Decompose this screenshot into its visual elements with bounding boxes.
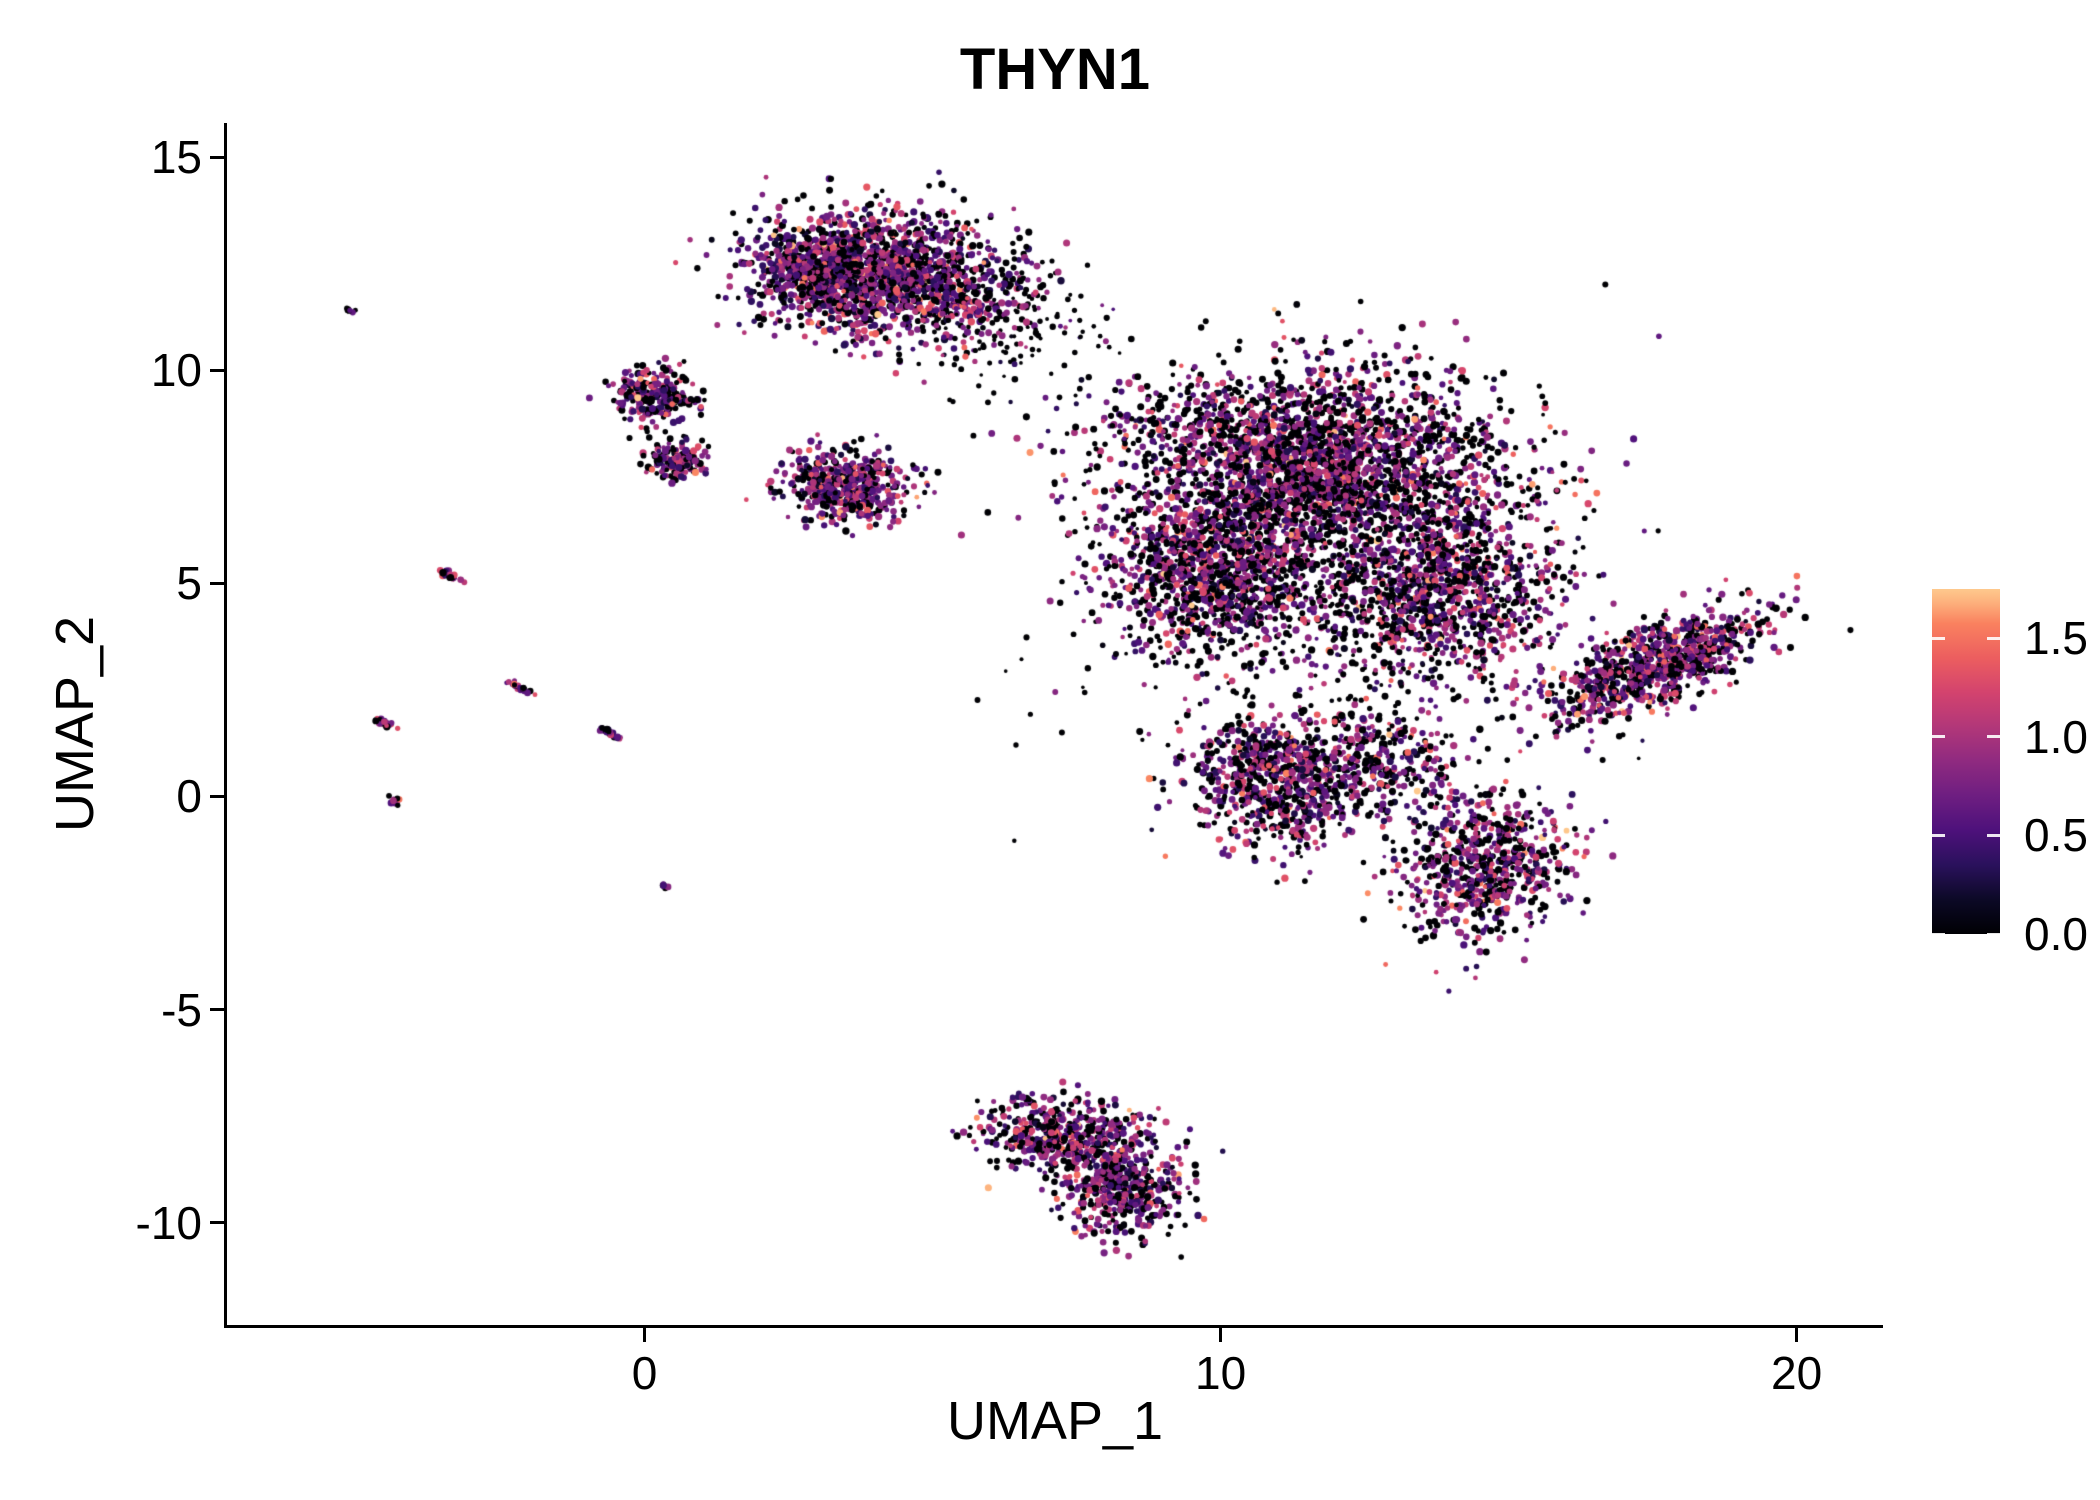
y-tick-label: -5 [161,983,202,1036]
plot-panel [227,123,1883,1325]
legend-bar-tick [1932,833,1945,837]
y-tick-mark [210,1221,224,1225]
legend-bar-tick [1932,735,1945,739]
legend-colorbar [1932,589,2000,934]
y-tick-mark [210,581,224,585]
y-tick-label: 0 [176,770,202,823]
y-tick-mark [210,368,224,372]
y-tick-mark [210,155,224,159]
x-tick-label: 10 [1195,1347,1247,1399]
y-tick-mark [210,794,224,798]
x-tick-mark [1795,1328,1799,1342]
x-axis-label: UMAP_1 [946,1391,1164,1451]
y-tick-mark [210,1008,224,1012]
legend-bar-tick [1987,833,2000,837]
legend-bar-tick [1932,636,1945,640]
plot-title: THYN1 [959,37,1151,102]
x-tick-label: 0 [631,1347,658,1399]
x-tick-label: 20 [1771,1347,1823,1399]
legend-bar-tick [1987,636,2000,640]
y-tick-label: 15 [150,131,202,184]
umap-scatter-canvas [227,123,1883,1325]
legend-bar-tick [1987,932,2000,936]
legend-tick-label: 0.0 [2024,908,2088,960]
y-tick-label: -10 [135,1196,202,1249]
y-tick-label: 5 [176,557,202,610]
legend-bar-tick [1932,932,1945,936]
y-axis-line [224,123,227,1328]
legend-bar-tick [1987,735,2000,739]
y-axis-label: UMAP_2 [45,615,105,833]
x-tick-mark [1219,1328,1223,1342]
x-tick-mark [643,1328,647,1342]
legend-tick-label: 0.5 [2024,809,2088,862]
legend-tick-label: 1.0 [2024,710,2088,763]
legend-tick-label: 1.5 [2024,612,2088,665]
x-axis-line [224,1325,1883,1328]
y-tick-label: 10 [150,344,202,397]
